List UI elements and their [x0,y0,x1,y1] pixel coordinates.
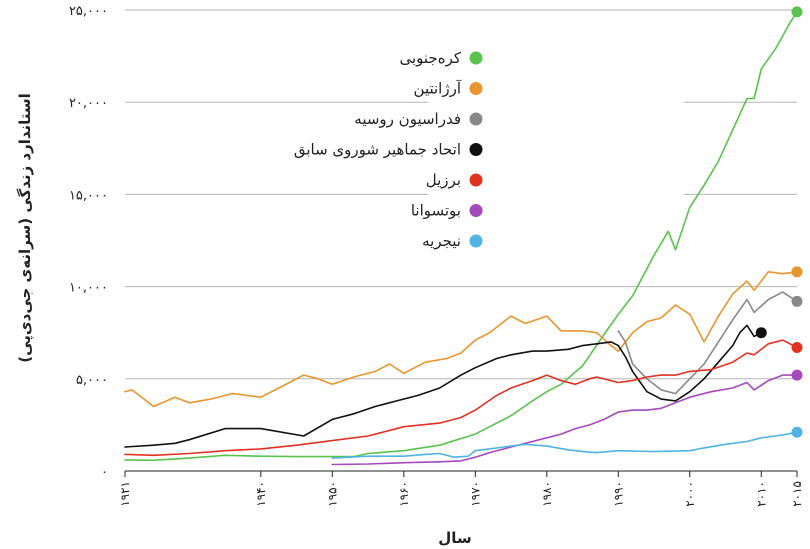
y-tick-label: ۱۵,۰۰۰ [69,188,108,203]
series-end-marker [791,426,803,438]
y-tick-label: ۰ [101,465,108,480]
legend: کره‌جنوبی آرژانتین فدراسیون روسیه اتحاد جما… [294,34,684,258]
legend-marker [469,112,483,126]
series-end-marker [791,341,803,353]
x-tick-label: ۲۰۱۰ [754,481,768,507]
y-tick-label: ۱۰,۰۰۰ [69,281,108,296]
x-tick-label: ۱۹۸۰ [540,481,554,507]
series-line [124,324,763,448]
series-line [124,271,798,408]
x-tick-label: ۲۰۱۵ [790,481,804,507]
legend-marker [469,143,483,156]
legend-label: فدراسیون روسیه [354,110,461,128]
legend-label: اتحاد جماهیر شوروی سابق [294,141,461,159]
series-line [124,11,798,462]
x-axis-title: سال [438,529,471,547]
y-tick-label: ۲۰,۰۰۰ [69,96,108,111]
legend-background [428,34,684,258]
legend-label: برزیل [426,171,461,189]
series-line [331,374,798,466]
y-tick-label: ۵,۰۰۰ [76,373,108,388]
legend-label: کره‌جنوبی [399,49,461,67]
x-tick-label: ۱۹۵۰ [325,481,339,507]
legend-marker [469,173,483,187]
series-line [124,339,798,457]
y-tick-label: ۲۵,۰۰۰ [69,4,108,19]
series-end-marker [755,327,767,339]
series-end-marker [791,369,803,381]
axes: ۰ ۵,۰۰۰ ۱۰,۰۰۰ ۱۵,۰۰۰ ۲۰,۰۰۰ ۲۵,۰۰۰ ۱۹۲۱ ۱۹۴۰ ۱۹… [69,4,804,507]
x-tick-label: ۱۹۶۰ [397,481,411,507]
legend-label: بوتسوانا [411,202,461,220]
legend-label: نیجریه [422,232,461,250]
x-tick-label: ۱۹۷۰ [468,481,482,507]
legend-marker [469,82,483,95]
series-line [617,291,798,395]
series-end-marker [791,295,803,307]
x-tick-label: ۲۰۰۰ [683,481,697,507]
y-axis-title: استاندارد زندگی (سرانه‌ی جی‌دی‌پی) [16,93,35,363]
series-end-marker [791,6,803,18]
legend-marker [469,234,483,248]
series-end-marker [791,266,803,278]
legend-marker [469,51,483,65]
legend-label: آرژانتین [414,80,462,98]
series-lines [124,6,803,466]
x-tick-label: ۱۹۹۰ [611,481,625,507]
legend-marker [469,204,483,217]
x-tick-label: ۱۹۲۱ [118,481,132,507]
x-tick-label: ۱۹۴۰ [254,481,268,507]
series-line [331,431,798,459]
